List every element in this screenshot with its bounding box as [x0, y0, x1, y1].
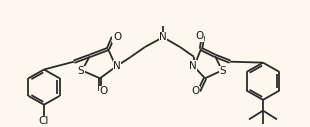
- Text: O: O: [113, 32, 121, 42]
- Text: S: S: [220, 66, 226, 76]
- Text: N: N: [189, 61, 197, 71]
- Text: O: O: [191, 86, 199, 96]
- Text: Cl: Cl: [39, 116, 49, 126]
- Text: N: N: [159, 32, 167, 42]
- Text: N: N: [113, 61, 121, 71]
- Text: S: S: [78, 66, 84, 76]
- Text: O: O: [100, 86, 108, 96]
- Text: O: O: [195, 31, 203, 41]
